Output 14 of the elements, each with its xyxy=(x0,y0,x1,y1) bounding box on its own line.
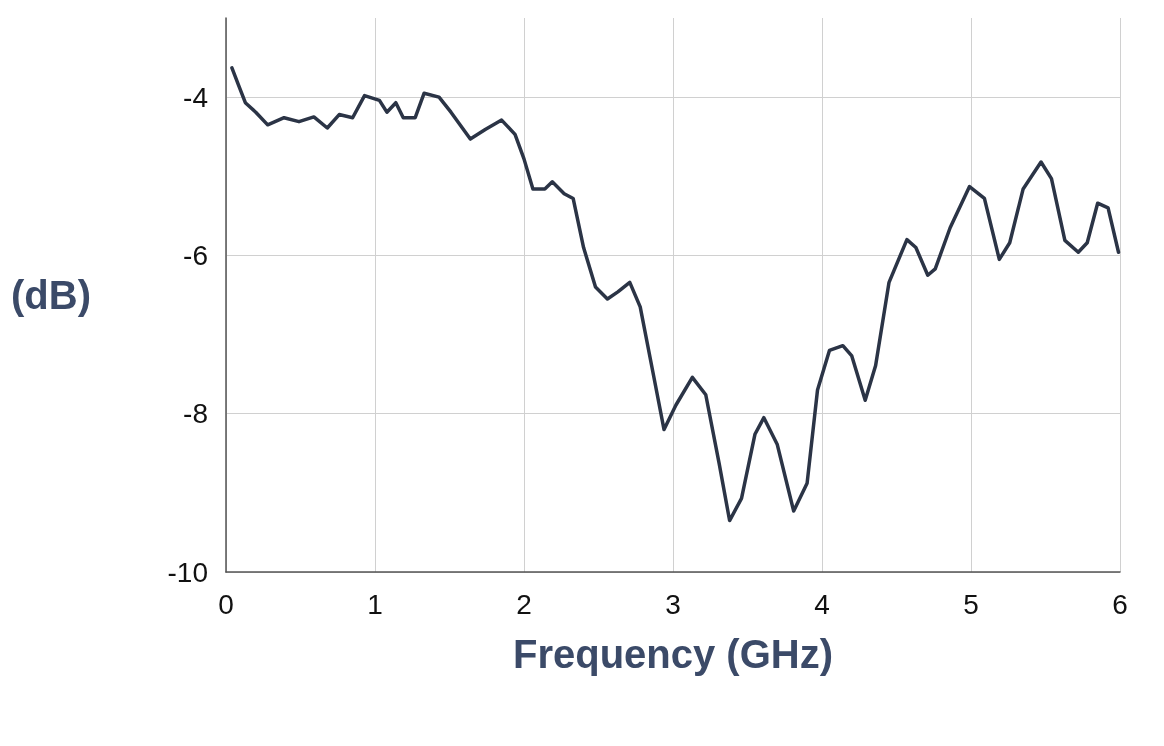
x-tick-label: 5 xyxy=(963,588,979,620)
x-tick-label: 6 xyxy=(1112,588,1128,620)
y-axis-title: (dB) xyxy=(10,273,91,317)
x-tick-label: 1 xyxy=(367,588,383,620)
line-series xyxy=(230,66,1121,523)
y-tick-label: -8 xyxy=(183,398,208,430)
y-tick-label: -6 xyxy=(183,239,208,271)
x-tick-label: 4 xyxy=(814,588,830,620)
x-tick-label: 2 xyxy=(516,588,532,620)
x-tick-label: 3 xyxy=(665,588,681,620)
y-tick-label: -10 xyxy=(167,556,208,588)
x-axis-title: Frequency (GHz) xyxy=(512,632,833,676)
x-tick-label: 0 xyxy=(218,588,234,620)
y-tick-label: -4 xyxy=(183,81,208,113)
